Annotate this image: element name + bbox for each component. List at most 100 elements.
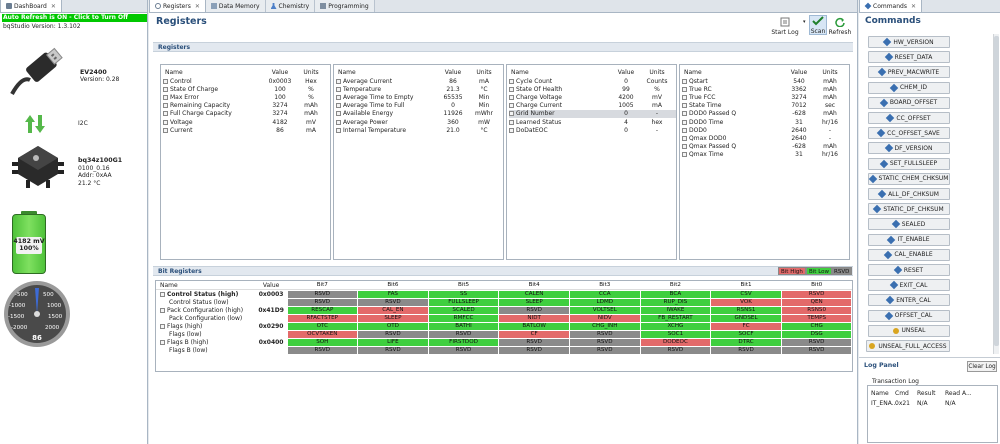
command-button[interactable]: ENTER_CAL: [868, 294, 950, 307]
expand-checkbox[interactable]: [160, 291, 165, 297]
expand-checkbox[interactable]: [160, 339, 165, 345]
register-row[interactable]: Max Error 100%: [163, 93, 330, 101]
register-row[interactable]: Average Time to Full 0 Min: [336, 102, 503, 110]
register-row[interactable]: Current 86 mA: [163, 126, 330, 134]
bit-cell[interactable]: RSVD: [570, 338, 640, 346]
register-row[interactable]: State Of Health 99%: [509, 85, 676, 93]
bit-cell[interactable]: SCALED: [428, 306, 499, 314]
register-row[interactable]: True FCC 3274 mAh: [682, 93, 849, 101]
start-log-button[interactable]: Start Log: [770, 17, 800, 36]
bit-cell[interactable]: BATHI: [428, 322, 499, 330]
bit-cell[interactable]: RSVD: [428, 330, 499, 338]
bit-cell[interactable]: RSVD: [570, 330, 640, 338]
bit-cell[interactable]: FC: [711, 322, 781, 330]
bit-cell[interactable]: SLEEP: [358, 314, 428, 322]
bit-cell[interactable]: RSNS0: [781, 306, 852, 314]
command-button[interactable]: UNSEAL_FULL_ACCESS: [866, 340, 950, 352]
register-row[interactable]: Control 0x0003 Hex: [163, 77, 330, 85]
row-checkbox[interactable]: [163, 111, 168, 117]
command-button[interactable]: UNSEAL: [868, 324, 950, 337]
register-row[interactable]: Charge Voltage 4200 mV: [509, 93, 676, 101]
bit-cell[interactable]: RSVD: [781, 346, 852, 354]
register-row[interactable]: DoDatEOC 0 -: [509, 126, 676, 134]
bit-cell[interactable]: RFACTSTEP: [287, 314, 358, 322]
register-row[interactable]: Qmax Time 31 hr/16: [682, 151, 849, 159]
command-button[interactable]: BOARD_OFFSET: [868, 96, 950, 109]
bit-cell[interactable]: VOK: [711, 298, 781, 306]
bit-cell[interactable]: CSV: [711, 290, 781, 298]
bit-cell[interactable]: LIFE: [358, 338, 428, 346]
row-checkbox[interactable]: [163, 78, 168, 84]
register-row[interactable]: Qstart 540 mAh: [682, 77, 849, 85]
bit-cell[interactable]: RSNS1: [711, 306, 781, 314]
register-row[interactable]: Full Charge Capacity 3274 mAh: [163, 110, 330, 118]
register-row[interactable]: Qmax Passed Q -628 mAh: [682, 143, 849, 151]
register-row[interactable]: Remaining Capacity 3274 mAh: [163, 102, 330, 110]
bit-register-row[interactable]: Control Status (low) RSVD RSVD FULLSLEEP SLE…: [156, 298, 852, 306]
command-button[interactable]: SEALED: [868, 218, 950, 231]
row-checkbox[interactable]: [336, 119, 341, 125]
bit-cell[interactable]: GNDSEL: [711, 314, 781, 322]
scan-button[interactable]: Scan: [809, 15, 827, 35]
bit-cell[interactable]: RSVD: [358, 330, 428, 338]
register-row[interactable]: Available Energy 11926 mWhr: [336, 110, 503, 118]
bit-cell[interactable]: SOCF: [711, 330, 781, 338]
bit-cell[interactable]: RSVD: [287, 298, 358, 306]
row-checkbox[interactable]: [509, 119, 514, 125]
register-row[interactable]: State Time 7012 sec: [682, 102, 849, 110]
command-button[interactable]: CAL_ENABLE: [868, 248, 950, 261]
command-button[interactable]: CHEM_ID: [868, 81, 950, 94]
register-row[interactable]: Internal Temperature 21.0 °C: [336, 126, 503, 134]
bit-cell[interactable]: CHG_INH: [570, 322, 640, 330]
register-row[interactable]: Qmax DOD0 2640 -: [682, 134, 849, 142]
bit-cell[interactable]: DTRC: [711, 338, 781, 346]
bit-cell[interactable]: SOC1: [640, 330, 711, 338]
register-row[interactable]: Learned Status 4 hex: [509, 118, 676, 126]
register-row[interactable]: DOD0 2640 -: [682, 126, 849, 134]
bit-cell[interactable]: CAL_EN: [358, 306, 428, 314]
tab-chemistry[interactable]: Chemistry: [265, 0, 316, 12]
command-button[interactable]: CC_OFFSET: [868, 112, 950, 124]
bit-cell[interactable]: OTC: [287, 322, 358, 330]
expand-checkbox[interactable]: [160, 307, 165, 313]
row-checkbox[interactable]: [682, 103, 687, 109]
bit-cell[interactable]: CCA: [570, 290, 640, 298]
bit-register-row[interactable]: Flags B (high) 0x0400 SOH LIFE FIRSTDOD RSVD R…: [156, 338, 852, 346]
command-button[interactable]: RESET: [868, 264, 950, 276]
bit-cell[interactable]: CALEN: [499, 290, 569, 298]
bit-cell[interactable]: FULLSLEEP: [428, 298, 499, 306]
register-row[interactable]: DOD0 Passed Q -628 mAh: [682, 110, 849, 118]
refresh-button[interactable]: Refresh: [828, 17, 852, 36]
log-row[interactable]: IT_ENA... 0x21 N/A N/A: [868, 398, 997, 408]
bit-register-row[interactable]: Flags B (low) RSVD RSVD RSVD RSVD RSVD RSVD RSV…: [156, 346, 852, 354]
row-checkbox[interactable]: [682, 127, 687, 133]
register-row[interactable]: Charge Current 1005 mA: [509, 102, 676, 110]
bit-cell[interactable]: CF: [499, 330, 569, 338]
bit-register-row[interactable]: Control Status (high) 0x0003 RSVD FAS SS CALE…: [156, 290, 852, 298]
bit-register-row[interactable]: Flags (high) 0x0290 OTC OTD BATHI BATLOW CHG_I…: [156, 322, 852, 330]
row-checkbox[interactable]: [682, 152, 687, 158]
bit-cell[interactable]: XCHG: [640, 322, 711, 330]
bit-cell[interactable]: CHG: [781, 322, 852, 330]
row-checkbox[interactable]: [336, 111, 341, 117]
bit-cell[interactable]: RSVD: [570, 346, 640, 354]
row-checkbox[interactable]: [682, 94, 687, 100]
tab-registers[interactable]: Registers ✕: [149, 0, 206, 12]
command-button[interactable]: EXIT_CAL: [868, 279, 950, 292]
bit-cell[interactable]: RSVD: [499, 338, 569, 346]
bit-register-row[interactable]: Pack Configuration (low) RFACTSTEP SLEEP RM…: [156, 314, 852, 322]
auto-refresh-toggle[interactable]: Auto Refresh is ON - Click to Turn Off: [2, 14, 147, 22]
bit-cell[interactable]: RSVD: [428, 346, 499, 354]
bit-cell[interactable]: RSVD: [711, 346, 781, 354]
bit-cell[interactable]: RSVD: [499, 306, 569, 314]
bit-cell[interactable]: LDMD: [570, 298, 640, 306]
register-row[interactable]: DOD0 Time 31 hr/16: [682, 118, 849, 126]
row-checkbox[interactable]: [682, 78, 687, 84]
bit-cell[interactable]: VOLTSEL: [570, 306, 640, 314]
register-row[interactable]: Voltage 4182 mV: [163, 118, 330, 126]
chevron-down-icon[interactable]: ▾: [803, 19, 806, 25]
row-checkbox[interactable]: [509, 103, 514, 109]
row-checkbox[interactable]: [336, 94, 341, 100]
bit-cell[interactable]: RMFCC: [428, 314, 499, 322]
tab-commands[interactable]: Commands ✕: [859, 0, 922, 12]
